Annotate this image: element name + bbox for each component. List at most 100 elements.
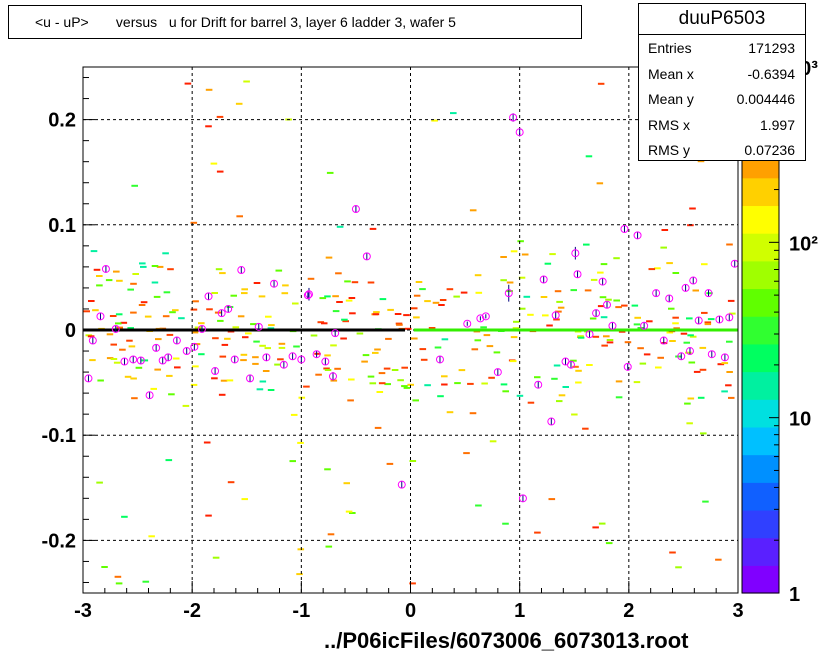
histogram-cell — [342, 320, 349, 323]
profile-marker — [152, 343, 161, 352]
histogram-cell — [245, 332, 252, 335]
histogram-cell — [367, 281, 375, 284]
palette-segment — [742, 426, 779, 456]
histogram-cell — [335, 272, 342, 275]
profile-marker — [351, 205, 360, 214]
histogram-cell — [174, 366, 181, 369]
histogram-cell — [378, 372, 386, 375]
histogram-cell — [166, 333, 174, 336]
profile-marker — [677, 352, 686, 361]
histogram-cell — [618, 330, 626, 333]
histogram-cell — [584, 289, 592, 292]
histogram-cell — [303, 385, 310, 388]
histogram-cell — [182, 404, 190, 407]
histogram-cell — [212, 337, 219, 340]
histogram-cell — [172, 357, 180, 360]
histogram-cell — [211, 377, 218, 380]
color-axis-label: 10 — [789, 409, 811, 431]
profile-marker — [551, 311, 560, 320]
histogram-cell — [340, 337, 347, 340]
histogram-cell — [546, 324, 553, 327]
histogram-cell — [606, 339, 614, 341]
histogram-cell — [488, 376, 495, 379]
profile-marker — [704, 289, 713, 298]
histogram-cell — [121, 515, 128, 518]
histogram-cell — [686, 317, 693, 320]
histogram-cell — [216, 115, 224, 118]
histogram-cell — [332, 310, 340, 313]
histogram-cell — [88, 300, 95, 302]
plot-title: <u - uP> versus u for Drift for barrel 3… — [8, 5, 582, 39]
histogram-cell — [551, 377, 558, 380]
profile-marker — [321, 357, 330, 366]
histogram-cell — [657, 356, 664, 359]
histogram-cell — [697, 396, 705, 399]
histogram-cell — [281, 292, 289, 295]
profile-marker — [312, 350, 321, 359]
histogram-cell — [221, 343, 229, 346]
profile-marker — [481, 312, 490, 321]
histogram-cell — [570, 289, 577, 292]
histogram-cell — [509, 360, 517, 363]
x-tick-label: -1 — [292, 600, 310, 622]
histogram-cell — [378, 382, 386, 385]
x-tick-label: -2 — [183, 600, 201, 622]
profile-marker — [237, 266, 246, 275]
histogram-cell — [372, 351, 379, 354]
histogram-cell — [212, 556, 220, 559]
profile-marker — [504, 289, 513, 298]
histogram-cell — [315, 373, 322, 376]
histogram-cell — [672, 316, 679, 319]
histogram-cell — [489, 440, 497, 443]
profile-marker — [518, 494, 527, 503]
profile-marker — [585, 330, 594, 339]
histogram-cell — [124, 375, 132, 378]
histogram-cell — [471, 348, 479, 351]
histogram-cell — [562, 386, 569, 388]
color-axis-label: 10² — [789, 233, 818, 255]
histogram-cell — [441, 338, 449, 341]
histogram-cell — [150, 387, 157, 390]
histogram-cell — [140, 301, 148, 304]
histogram-cell — [401, 366, 408, 369]
histogram-cell — [597, 271, 604, 274]
histogram-cell — [582, 427, 589, 430]
histogram-cell — [127, 288, 134, 291]
profile-marker — [136, 356, 145, 365]
histogram-cell — [411, 337, 418, 340]
histogram-cell — [349, 312, 356, 315]
histogram-cell — [218, 393, 226, 396]
histogram-cell — [727, 299, 735, 302]
histogram-cell — [205, 514, 212, 517]
profile-marker — [217, 309, 226, 318]
histogram-cell — [675, 566, 682, 569]
stats-row-entries: Entries 171293 — [639, 35, 805, 61]
histogram-cell — [502, 522, 509, 525]
histogram-cell — [330, 344, 337, 347]
histogram-cell — [590, 278, 598, 281]
histogram-cell — [156, 265, 164, 268]
histogram-cell — [240, 359, 247, 362]
histogram-cell — [689, 207, 696, 210]
histogram-cell — [162, 315, 170, 318]
histogram-cell — [583, 243, 590, 246]
histogram-cell — [600, 263, 608, 266]
histogram-cell — [332, 295, 339, 298]
histogram-cell — [728, 396, 735, 399]
histogram-cell — [412, 399, 419, 402]
histogram-cell — [592, 335, 600, 338]
histogram-cell — [139, 262, 146, 265]
histogram-cell — [450, 112, 457, 115]
histogram-cell — [154, 368, 161, 371]
histogram-cell — [721, 390, 728, 393]
palette-segment — [742, 565, 779, 594]
histogram-cell — [126, 339, 133, 342]
histogram-cell — [372, 313, 380, 316]
histogram-cell — [153, 295, 161, 298]
histogram-cell — [687, 334, 694, 337]
profile-marker — [84, 374, 93, 383]
histogram-cell — [540, 296, 548, 298]
stats-label: RMS y — [648, 142, 690, 158]
histogram-cell — [277, 358, 284, 361]
histogram-cell — [128, 345, 136, 348]
